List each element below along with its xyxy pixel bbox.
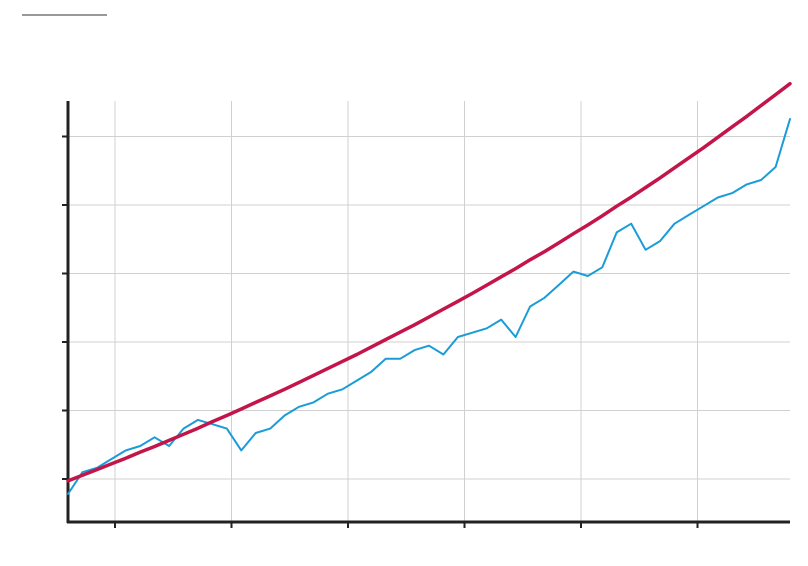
series-line-noisy [67,118,791,495]
grid [68,101,790,522]
axes [62,101,790,528]
series-line-trend [66,81,792,483]
series-layer [66,81,792,495]
